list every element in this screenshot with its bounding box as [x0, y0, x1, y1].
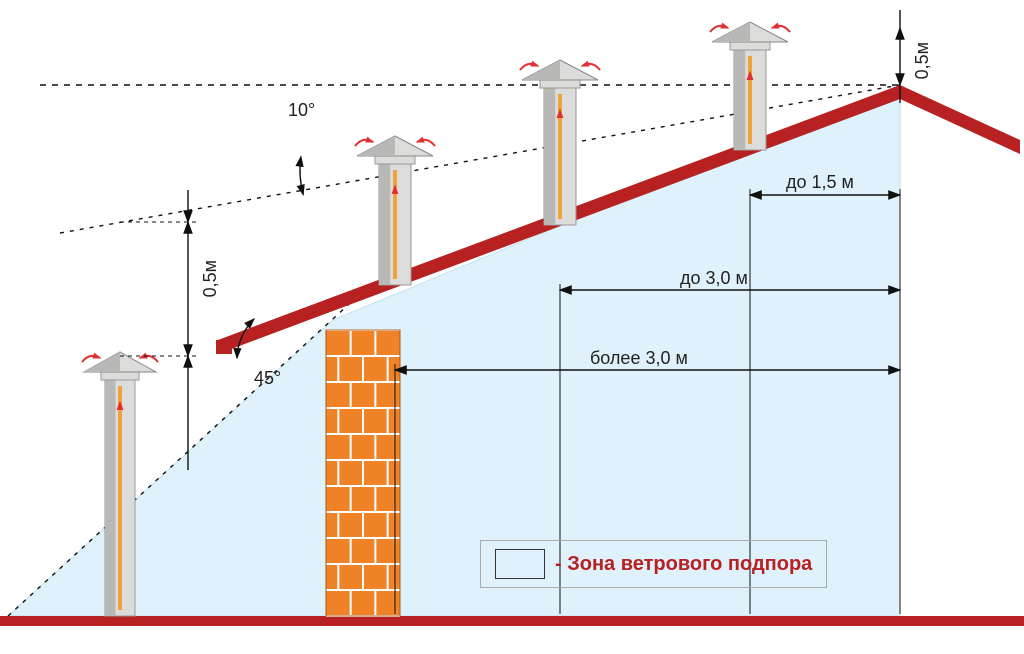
- diagram-stage: { "canvas": { "w": 1024, "h": 654 }, "co…: [0, 0, 1024, 654]
- dim-label: 0,5м: [912, 42, 933, 79]
- dim-label: 45°: [254, 368, 281, 389]
- dim-label: 10°: [288, 100, 315, 121]
- legend-text: - Зона ветрового подпора: [555, 553, 812, 576]
- legend-swatch: [495, 549, 545, 579]
- dim-label: до 3,0 м: [680, 268, 748, 289]
- legend: - Зона ветрового подпора: [480, 540, 827, 588]
- dim-label: более 3,0 м: [590, 348, 688, 369]
- dim-label: до 1,5 м: [786, 172, 854, 193]
- dim-label: 0,5м: [200, 260, 221, 297]
